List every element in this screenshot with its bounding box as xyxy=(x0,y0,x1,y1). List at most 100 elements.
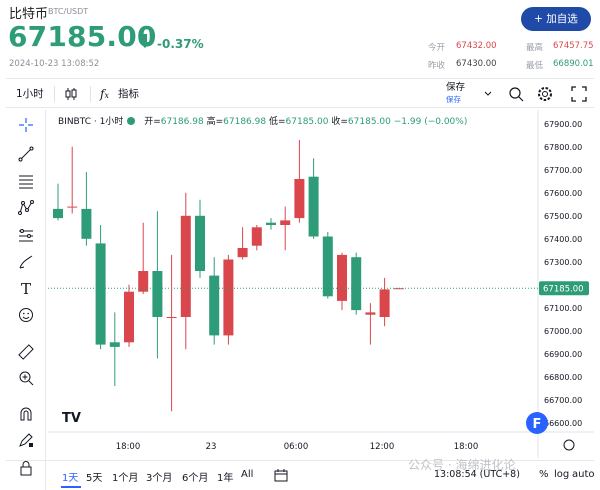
candle-body xyxy=(322,236,333,297)
y-tick-label: 66600.00 xyxy=(544,419,582,428)
candle-body xyxy=(294,179,305,219)
candle-body xyxy=(53,208,63,219)
candle-body xyxy=(195,215,205,271)
search-icon[interactable] xyxy=(508,86,524,102)
open-label: 今开 xyxy=(428,43,446,53)
y-tick-label: 67700.00 xyxy=(544,166,582,175)
percent-toggle[interactable]: % xyxy=(539,469,549,480)
range-5d[interactable]: 5天 xyxy=(86,473,103,484)
legend-low-label: 低 xyxy=(268,117,278,127)
legend-change: −1.99 (−0.00%) xyxy=(393,117,468,127)
legend-low: 67185.00 xyxy=(285,117,329,127)
candle-body xyxy=(152,271,163,317)
range-1d[interactable]: 1天 xyxy=(62,473,79,484)
floating-badge-icon xyxy=(526,412,548,434)
log-toggle[interactable]: log xyxy=(554,469,570,480)
high-value: 67457.75 xyxy=(553,41,594,51)
drawing-tools: T xyxy=(6,110,46,490)
y-tick-label: 66800.00 xyxy=(544,373,582,382)
candle-body xyxy=(81,208,92,239)
y-tick-label: 66900.00 xyxy=(544,350,582,359)
down-arrow-icon xyxy=(139,34,151,48)
x-tick-label: 18:00 xyxy=(454,442,479,452)
pattern-icon[interactable] xyxy=(16,198,36,218)
change-percent: -0.37% xyxy=(157,37,204,51)
low-label: 最低 xyxy=(526,61,544,71)
candle-body xyxy=(379,289,390,317)
legend-high-label: 高 xyxy=(206,117,216,127)
range-all[interactable]: All xyxy=(241,469,254,480)
settings-icon[interactable] xyxy=(537,86,553,102)
ohlc-legend: BINBTC · 1小时 开=67186.98 高=67186.98 低=671… xyxy=(58,117,468,127)
candle-body xyxy=(266,222,276,225)
last-price-tag xyxy=(539,281,589,296)
candle-body xyxy=(351,257,362,311)
watermark: 公众号 · 海绵进化论 xyxy=(408,458,516,472)
toolbar-divider xyxy=(90,86,91,102)
range-3m[interactable]: 3个月 xyxy=(146,473,173,484)
indicators-button[interactable]: 指标 xyxy=(118,88,139,100)
auto-toggle[interactable]: auto xyxy=(572,469,595,480)
trendline-icon[interactable] xyxy=(16,144,36,164)
candle-body xyxy=(166,317,177,318)
range-1m[interactable]: 1个月 xyxy=(112,473,139,484)
lock-icon[interactable] xyxy=(16,458,36,478)
legend-high: 67186.98 xyxy=(223,117,267,127)
candlestick-chart[interactable]: 67900.00 67800.00 67700.00 67600.00 67500.00… xyxy=(48,110,594,458)
last-price-label: 67185.00 xyxy=(543,284,584,294)
text-icon[interactable]: T xyxy=(20,280,31,298)
prev-close-value: 67430.00 xyxy=(456,59,497,69)
magnet-icon[interactable] xyxy=(16,404,36,424)
chevron-down-icon[interactable] xyxy=(484,90,492,98)
candles-icon[interactable] xyxy=(64,87,78,101)
zoom-in-icon[interactable] xyxy=(16,368,36,388)
clock[interactable]: 13:08:54 (UTC+8) xyxy=(434,469,520,480)
y-tick-label: 67000.00 xyxy=(544,327,582,336)
y-tick-label: 67600.00 xyxy=(544,189,582,198)
add-watchlist-button[interactable]: + 加自选 xyxy=(521,7,591,31)
legend-open: 67186.98 xyxy=(160,117,204,127)
candle-body xyxy=(138,271,149,292)
path-icon[interactable] xyxy=(16,225,36,245)
candle-body xyxy=(124,291,134,343)
x-tick-label: 12:00 xyxy=(370,442,395,452)
range-bar: 1天 5天 1个月 3个月 6个月 1年 All 13:08:54 (UTC+8… xyxy=(6,460,595,490)
y-tick-label: 67500.00 xyxy=(544,212,582,221)
high-label: 最高 xyxy=(526,43,544,53)
candle-body xyxy=(95,243,106,345)
last-price: 67185.00 xyxy=(8,20,157,53)
save-label: 保存 xyxy=(446,82,466,93)
fullscreen-icon[interactable] xyxy=(571,86,587,102)
candle-body xyxy=(393,288,404,290)
low-value: 66890.01 xyxy=(553,59,594,69)
y-tick-label: 66700.00 xyxy=(544,396,582,405)
calendar-icon[interactable] xyxy=(274,468,288,482)
crosshair-icon[interactable] xyxy=(16,115,36,135)
candle-body xyxy=(365,312,376,315)
save-sublabel: 保存 xyxy=(446,95,461,104)
candle-body xyxy=(109,342,120,347)
badge-letter: F xyxy=(533,417,542,432)
status-dot-icon xyxy=(127,117,136,125)
save-button[interactable]: 保存 保存 xyxy=(446,82,480,106)
y-tick-label: 67100.00 xyxy=(544,304,582,313)
interval-selector[interactable]: 1小时 xyxy=(16,88,44,100)
legend-open-label: 开 xyxy=(144,117,154,127)
range-6m[interactable]: 6个月 xyxy=(182,473,209,484)
fx-icon[interactable]: fx xyxy=(100,87,109,101)
lock-edit-icon[interactable] xyxy=(16,430,36,450)
emoji-icon[interactable] xyxy=(16,305,36,325)
chart-toolbar: 1小时 fx 指标 保存 保存 xyxy=(6,78,594,108)
candle-body xyxy=(237,248,248,258)
fib-icon[interactable] xyxy=(16,171,36,191)
candle-body xyxy=(337,254,347,301)
pair-name: 比特币 xyxy=(9,7,49,22)
timestamp: 2024-10-23 13:08:52 xyxy=(9,59,100,69)
open-value: 67432.00 xyxy=(456,41,497,51)
range-1y[interactable]: 1年 xyxy=(217,473,234,484)
tradingview-logo-icon: TV xyxy=(62,411,81,426)
ruler-icon[interactable] xyxy=(16,342,36,362)
brush-icon[interactable] xyxy=(16,252,36,272)
x-tick-label: 06:00 xyxy=(284,442,309,452)
active-range-indicator xyxy=(61,486,81,488)
